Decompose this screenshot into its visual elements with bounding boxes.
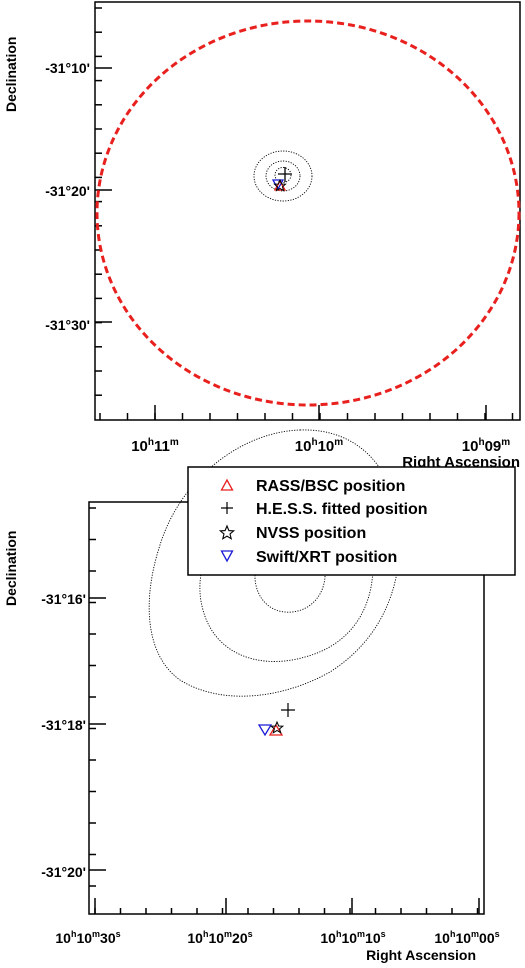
top-y-tick-label: -31°30' [45, 317, 90, 333]
bottom-panel: RASS/BSC position H.E.S.S. fitted positi… [3, 429, 516, 963]
top-y-axis-title: Declination [3, 37, 19, 112]
bottom-swift-marker [257, 724, 273, 737]
bottom-hess-marker [281, 703, 295, 717]
bottom-y-tick-label: -31°20' [41, 864, 86, 880]
bottom-x-axis-title: Right Ascension [366, 947, 476, 963]
top-x-tick-label: 10h11m [131, 437, 179, 455]
top-x-tick-label: 10h09m [462, 437, 510, 455]
top-contour-inner [274, 167, 292, 183]
bottom-y-tick-label: -31°18' [41, 717, 86, 733]
legend-rass-icon [220, 478, 234, 491]
top-frame [94, 1, 521, 421]
bottom-x-tick-label: 10h10m10s [320, 929, 385, 946]
top-contour-middle [265, 160, 301, 192]
top-region-circle [95, 19, 521, 407]
legend-nvss-icon [218, 524, 236, 540]
bottom-x-tick-label: 10h10m00s [434, 929, 499, 946]
top-y-tick-label: -31°10' [45, 60, 90, 76]
legend-box [187, 466, 516, 576]
top-rass-marker [273, 179, 287, 191]
legend-label-hess: H.E.S.S. fitted position [256, 501, 428, 518]
top-markers [271, 167, 292, 192]
legend-swift-icon [220, 550, 234, 563]
bottom-x-tick-label: 10h10m20s [187, 929, 252, 946]
bottom-nvss-marker [269, 720, 285, 734]
bottom-markers [257, 703, 295, 737]
legend-hess-icon [221, 502, 233, 514]
bottom-y-tick-label: -31°16' [41, 591, 86, 607]
legend-label-rass: RASS/BSC position [256, 478, 405, 495]
top-y-tick-label: -31°20' [45, 183, 90, 199]
legend: RASS/BSC position H.E.S.S. fitted positi… [187, 466, 516, 576]
top-contours [253, 150, 313, 202]
bottom-y-axis-title: Declination [3, 531, 19, 606]
bottom-axis-ticks [89, 507, 480, 914]
bottom-x-tick-labels: 10h10m30s 10h10m20s 10h10m10s 10h10m00s [55, 929, 499, 946]
legend-label-nvss: NVSS position [256, 525, 366, 542]
bottom-rass-marker [268, 723, 284, 736]
legend-label-swift: Swift/XRT position [256, 549, 397, 566]
bottom-x-tick-label: 10h10m30s [55, 929, 120, 946]
top-axis-ticks [95, 7, 514, 420]
top-x-tick-label: 10h10m [295, 437, 343, 455]
top-panel: -31°10' -31°20' -31°30' Declination 10h1… [3, 1, 521, 471]
top-contour-outer [253, 150, 313, 202]
top-nvss-marker [273, 178, 287, 192]
top-hess-marker [278, 167, 292, 182]
